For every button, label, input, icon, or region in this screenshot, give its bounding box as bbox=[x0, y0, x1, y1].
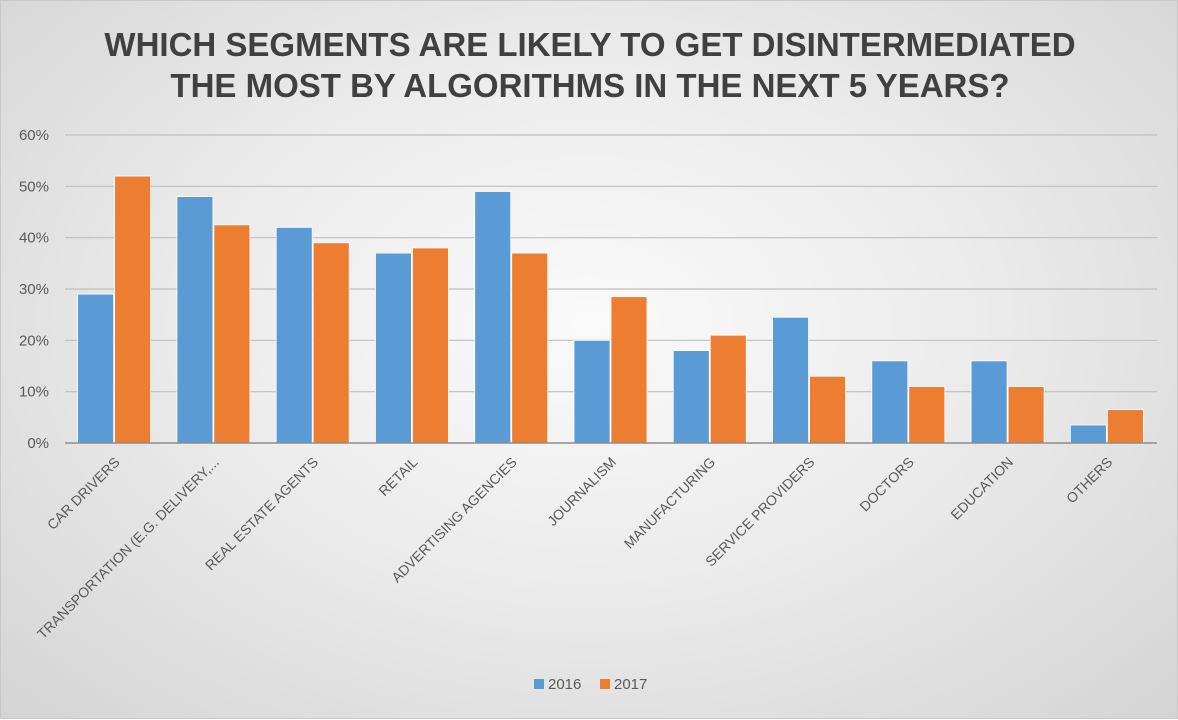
y-tick-label: 60% bbox=[19, 127, 49, 144]
bar-2017 bbox=[312, 242, 350, 444]
y-tick-label: 40% bbox=[19, 230, 49, 247]
bar-2016 bbox=[871, 360, 909, 444]
legend-label: 2016 bbox=[548, 676, 581, 693]
y-tick-label: 30% bbox=[19, 281, 49, 298]
x-tick-label: OTHERS bbox=[1063, 454, 1116, 507]
legend-label: 2017 bbox=[614, 676, 647, 693]
x-tick-label: CAR DRIVERS bbox=[44, 454, 123, 533]
bar-2016 bbox=[77, 293, 115, 444]
y-tick-label: 10% bbox=[19, 384, 49, 401]
x-tick-label: DOCTORS bbox=[856, 454, 917, 515]
bar-2016 bbox=[375, 252, 412, 444]
bar-2017 bbox=[1007, 386, 1045, 444]
bar-2017 bbox=[809, 375, 846, 444]
bar-2017 bbox=[412, 247, 449, 444]
bar-2017 bbox=[709, 334, 747, 444]
chart-title-line: WHICH SEGMENTS ARE LIKELY TO GET DISINTE… bbox=[104, 26, 1075, 63]
bar-2016 bbox=[275, 226, 313, 444]
x-tick-label: EDUCATION bbox=[947, 454, 1016, 523]
y-tick-label: 50% bbox=[19, 178, 49, 195]
bar-2016 bbox=[672, 350, 710, 444]
legend-swatch-2017 bbox=[600, 679, 610, 689]
x-tick-label: MANUFACTURING bbox=[621, 454, 719, 552]
legend: 2016 2017 bbox=[534, 676, 647, 693]
x-tick-label: JOURNALISM bbox=[544, 454, 619, 529]
bars bbox=[77, 175, 1144, 444]
legend-swatch-2016 bbox=[534, 679, 544, 689]
bar-2017 bbox=[908, 386, 946, 444]
bar-2016 bbox=[474, 191, 512, 444]
bar-2016 bbox=[573, 339, 611, 444]
bar-2016 bbox=[1069, 424, 1107, 444]
bar-2016 bbox=[176, 196, 214, 444]
y-tick-label: 20% bbox=[19, 332, 49, 349]
x-tick-label: SERVICE PROVIDERS bbox=[702, 454, 818, 570]
y-tick-label: 0% bbox=[27, 435, 49, 452]
bar-2016 bbox=[772, 316, 809, 444]
y-axis: 0% 10% 20% 30% 40% 50% 60% bbox=[19, 127, 49, 452]
x-tick-label: TRANSPORTATION (E.G. DELIVERY,... bbox=[34, 454, 222, 642]
bar-2016 bbox=[970, 360, 1008, 444]
x-tick-label: REAL ESTATE AGENTS bbox=[202, 454, 322, 574]
chart-title: WHICH SEGMENTS ARE LIKELY TO GET DISINTE… bbox=[104, 26, 1075, 104]
chart-title-line: THE MOST BY ALGORITHMS IN THE NEXT 5 YEA… bbox=[170, 67, 1009, 104]
bar-2017 bbox=[511, 252, 549, 444]
x-tick-label: RETAIL bbox=[375, 454, 420, 499]
bar-2017 bbox=[213, 224, 251, 444]
bar-2017 bbox=[114, 175, 152, 444]
bar-2017 bbox=[610, 296, 648, 444]
bar-2017 bbox=[1106, 409, 1144, 444]
